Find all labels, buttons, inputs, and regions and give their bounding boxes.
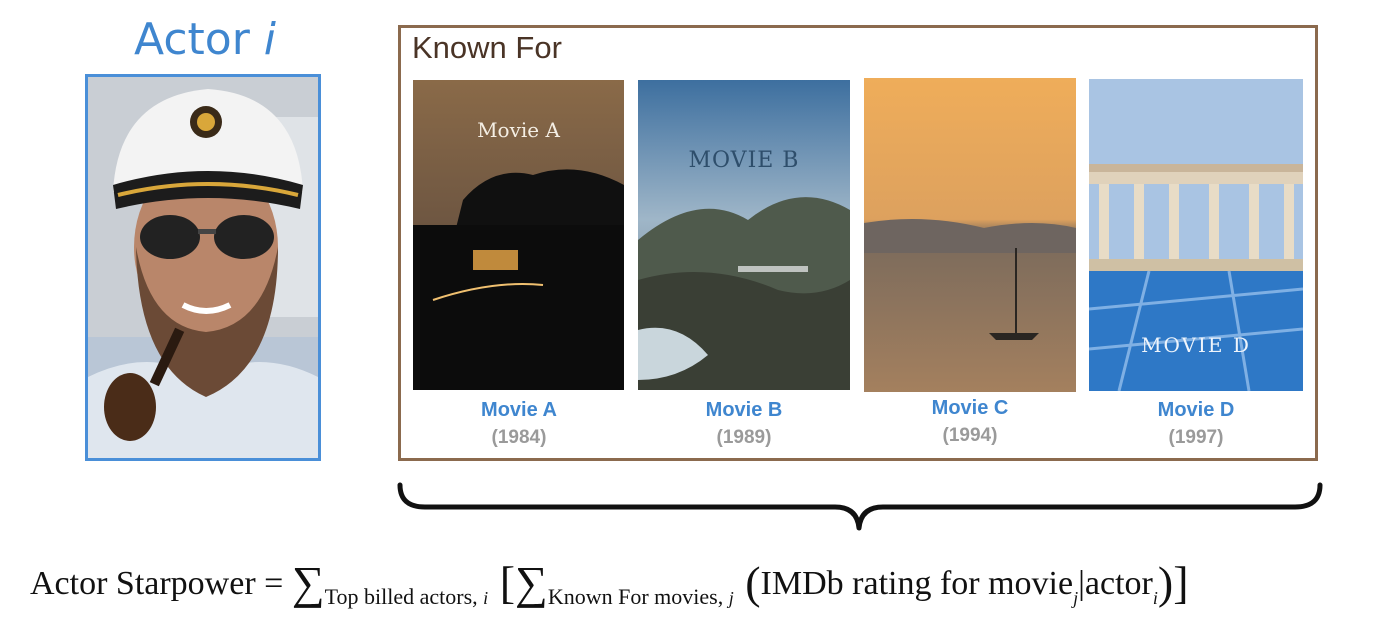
movie-a-title[interactable]: Movie A — [481, 399, 557, 421]
movie-a-year: (1984) — [491, 427, 547, 448]
movie-a-poster-text: Movie A — [477, 118, 560, 142]
paren-close: ) — [1157, 557, 1174, 608]
movie-d-poster-image — [1089, 79, 1303, 391]
movie-b-year: (1989) — [716, 427, 772, 448]
movie-c-year: (1994) — [942, 425, 998, 446]
sum-symbol-movies: ∑ — [515, 557, 548, 608]
movie-c-poster — [864, 78, 1076, 392]
movie-d-year: (1997) — [1168, 427, 1224, 448]
formula-body: IMDb rating for movie — [760, 565, 1074, 602]
sum-subscript-movies-var: j — [728, 588, 734, 608]
movie-c-title[interactable]: Movie C — [931, 397, 1009, 419]
formula-body-subscript: j — [1073, 588, 1079, 608]
movie-a-poster: Movie A — [413, 80, 624, 390]
known-for-frame — [398, 25, 1318, 461]
actor-title-text: Actor — [134, 14, 264, 65]
movie-c-poster-image — [864, 78, 1076, 392]
formula-lhs: Actor Starpower = — [30, 565, 292, 602]
sum-symbol-actors: ∑ — [291, 557, 325, 608]
movie-b-poster-text: MOVIE B — [688, 148, 800, 173]
sum-subscript-actors-var: i — [483, 588, 489, 608]
movie-d-title[interactable]: Movie D — [1157, 399, 1235, 421]
movie-b-poster: MOVIE B — [638, 80, 850, 390]
paren-open: ( — [733, 557, 761, 608]
movie-d-poster: MOVIE D — [1089, 79, 1303, 391]
actor-portrait-image — [88, 77, 318, 458]
bracket-close: ] — [1173, 557, 1189, 608]
sum-subscript-actors: Top billed actors, — [324, 584, 484, 609]
sum-subscript-movies: Known For movies, — [547, 584, 729, 609]
movie-d-poster-text: MOVIE D — [1141, 333, 1251, 357]
bracket-open: [ — [488, 557, 516, 608]
actor-title-var: i — [263, 14, 276, 65]
actor-title: Actor i — [85, 14, 325, 65]
formula-conditional: |actor — [1078, 565, 1153, 602]
actor-photo — [85, 74, 321, 461]
known-for-label: Known For — [412, 30, 562, 65]
movie-b-title[interactable]: Movie B — [705, 399, 783, 421]
formula-conditional-subscript: i — [1152, 588, 1158, 608]
movie-b-poster-image — [638, 80, 850, 390]
movie-a-poster-image — [413, 80, 624, 390]
known-for-brace — [397, 482, 1323, 531]
starpower-formula: Actor Starpower = ∑Top billed actors, i … — [30, 552, 1370, 609]
